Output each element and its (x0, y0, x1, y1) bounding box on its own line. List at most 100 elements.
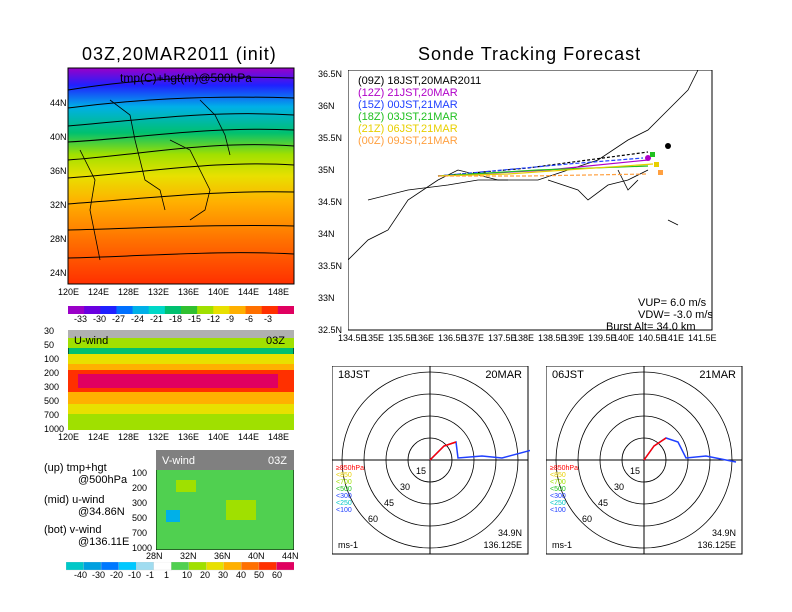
track-y-tick: 34.5N (318, 197, 343, 207)
vdw-text: VDW= -3.0 m/s (638, 309, 713, 321)
vwind-y-tick: 700 (132, 528, 148, 538)
uwind-y-tick: 50 (44, 340, 55, 350)
left-title: 03Z,20MAR2011 (init) (82, 44, 277, 64)
hodograph-date: 21MAR (699, 369, 736, 381)
ring-label: 60 (368, 514, 378, 524)
uwind-y-tick: 300 (44, 382, 60, 392)
track-legend-entry: (00Z) 09JST,21MAR (358, 135, 458, 147)
hodograph-date: 20MAR (485, 369, 522, 381)
map-y-tick: 32N (50, 200, 67, 210)
colorbar-label: -12 (207, 314, 221, 324)
colorbar-swatch (261, 306, 279, 314)
uwind-x-tick: 124E (88, 432, 110, 442)
hodograph-legend: <700 (550, 479, 566, 486)
hodograph-lon: 136.125E (697, 540, 736, 550)
track-x-tick: 137E (463, 333, 485, 343)
wind-colorbar-label: 1 (164, 570, 170, 580)
hodograph-legend: ≥850hPa (550, 465, 578, 472)
hodograph-unit: ms-1 (338, 540, 358, 550)
track-x-tick: 138E (513, 333, 535, 343)
hodograph-legend: <500 (550, 486, 566, 493)
colorbar-swatch (171, 562, 190, 571)
note-mid-level: @34.86N (78, 506, 125, 518)
colorbar-label: -6 (245, 314, 254, 324)
uwind-y-tick: 700 (44, 410, 60, 420)
track-x-tick: 138.5E (538, 333, 567, 343)
track-x-tick: 136.5E (438, 333, 467, 343)
uwind-x-tick: 120E (58, 432, 80, 442)
colorbar-swatch (100, 306, 117, 314)
map-frame (67, 67, 295, 285)
vwind-y-tick: 1000 (132, 543, 153, 553)
track-map: (09Z) 18JST,20MAR2011(12Z) 21JST,20MAR(1… (348, 70, 713, 332)
hodograph-trace-low (643, 437, 667, 461)
wind-colorbar-label: 20 (200, 570, 211, 580)
ring-label: 45 (598, 498, 608, 508)
uwind-x-tick: 132E (148, 432, 170, 442)
vup-text: VUP= 6.0 m/s (638, 297, 707, 309)
track-x-tick: 136E (413, 333, 435, 343)
wind-colorbar-label: -1 (146, 570, 155, 580)
map-x-tick: 124E (88, 287, 110, 297)
temperature-colorbar (68, 306, 294, 314)
ring-label: 45 (384, 498, 394, 508)
vwind-x-tick: 44N (282, 551, 299, 561)
track-x-tick: 141E (663, 333, 685, 343)
track-x-tick: 137.5E (488, 333, 517, 343)
map-y-tick: 24N (50, 268, 67, 278)
track-y-tick: 33.5N (318, 261, 343, 271)
uwind-y-tick: 100 (44, 354, 60, 364)
map-y-tick: 40N (50, 132, 67, 142)
note-mid: (mid) u-wind (44, 494, 105, 506)
map-y-tick: 36N (50, 166, 67, 176)
hodograph-2: 15 30 45 60 06JST 21MAR 34.9N 136.125E ms-1 ≥850h… (546, 366, 743, 555)
hodograph-legend: <300 (336, 493, 352, 500)
uwind-x-tick: 148E (268, 432, 290, 442)
note-bot: (bot) v-wind (44, 524, 102, 536)
temperature-height-map: tmp(C)+hgt(m)@500hPa (67, 67, 295, 285)
colorbar-label: -30 (93, 314, 107, 324)
colorbar-swatch (66, 562, 85, 571)
track-legend-entry: (09Z) 18JST,20MAR2011 (358, 75, 481, 87)
colorbar-swatch (188, 562, 207, 571)
note-bot-level: @136.11E (78, 536, 130, 548)
uwind-y-tick: 200 (44, 368, 60, 378)
vwind-x-tick: 36N (214, 551, 231, 561)
map-x-tick: 144E (238, 287, 260, 297)
track-y-tick: 33N (318, 293, 335, 303)
vwind-time: 03Z (268, 455, 287, 467)
hodograph-legend: <100 (336, 507, 352, 514)
vwind-x-tick: 40N (248, 551, 265, 561)
colorbar-swatch (229, 306, 247, 314)
colorbar-label: -15 (188, 314, 202, 324)
colorbar-swatch (118, 562, 137, 571)
map-y-tick: 28N (50, 234, 67, 244)
colorbar-swatch (83, 562, 102, 571)
track-x-tick: 139.5E (588, 333, 617, 343)
ring-label: 15 (416, 466, 426, 476)
ring-label: 30 (400, 482, 410, 492)
hodograph-lat: 34.9N (712, 528, 736, 538)
note-up-level: @500hPa (78, 474, 128, 486)
track-x-tick: 135.5E (388, 333, 417, 343)
uwind-time: 03Z (266, 335, 285, 347)
hodograph-legend: <300 (550, 493, 566, 500)
wind-colorbar-label: -30 (92, 570, 106, 580)
hodograph-lon: 136.125E (483, 540, 522, 550)
hodograph-legend: <700 (336, 479, 352, 486)
wind-colorbar-label: -20 (110, 570, 124, 580)
track-x-tick: 139E (563, 333, 585, 343)
uwind-label: U-wind (74, 335, 108, 347)
track-x-tick: 140.5E (638, 333, 667, 343)
field-label: tmp(C)+hgt(m)@500hPa (120, 71, 252, 85)
colorbar-label: -33 (74, 314, 88, 324)
uwind-y-tick: 1000 (44, 424, 65, 434)
colorbar-swatch (241, 562, 260, 571)
wind-colorbar-label: 60 (272, 570, 283, 580)
colorbar-swatch (223, 562, 243, 571)
colorbar-swatch (213, 306, 230, 314)
hodograph-unit: ms-1 (552, 540, 572, 550)
track-x-tick: 140E (613, 333, 635, 343)
ring-label: 60 (582, 514, 592, 524)
colorbar-swatch (153, 562, 172, 571)
